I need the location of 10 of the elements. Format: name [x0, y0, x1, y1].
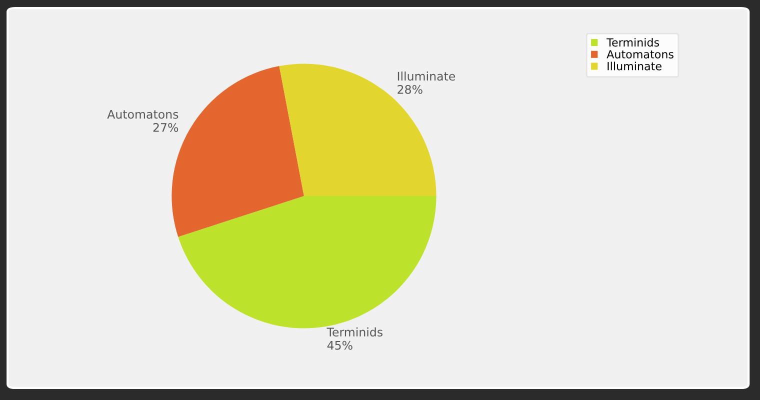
legend-label: Terminids [606, 38, 660, 47]
data-label: 45% [327, 340, 352, 350]
pie-slice [178, 196, 436, 328]
legend-label: Illuminate [608, 62, 662, 70]
slice-label: Terminids [326, 327, 382, 337]
data-label: 28% [398, 84, 422, 94]
slice-label: Automatons [107, 110, 178, 119]
data-label: 27% [153, 123, 178, 132]
legend-label: Automatons [606, 50, 674, 58]
slice-label: Illuminate [398, 72, 456, 81]
